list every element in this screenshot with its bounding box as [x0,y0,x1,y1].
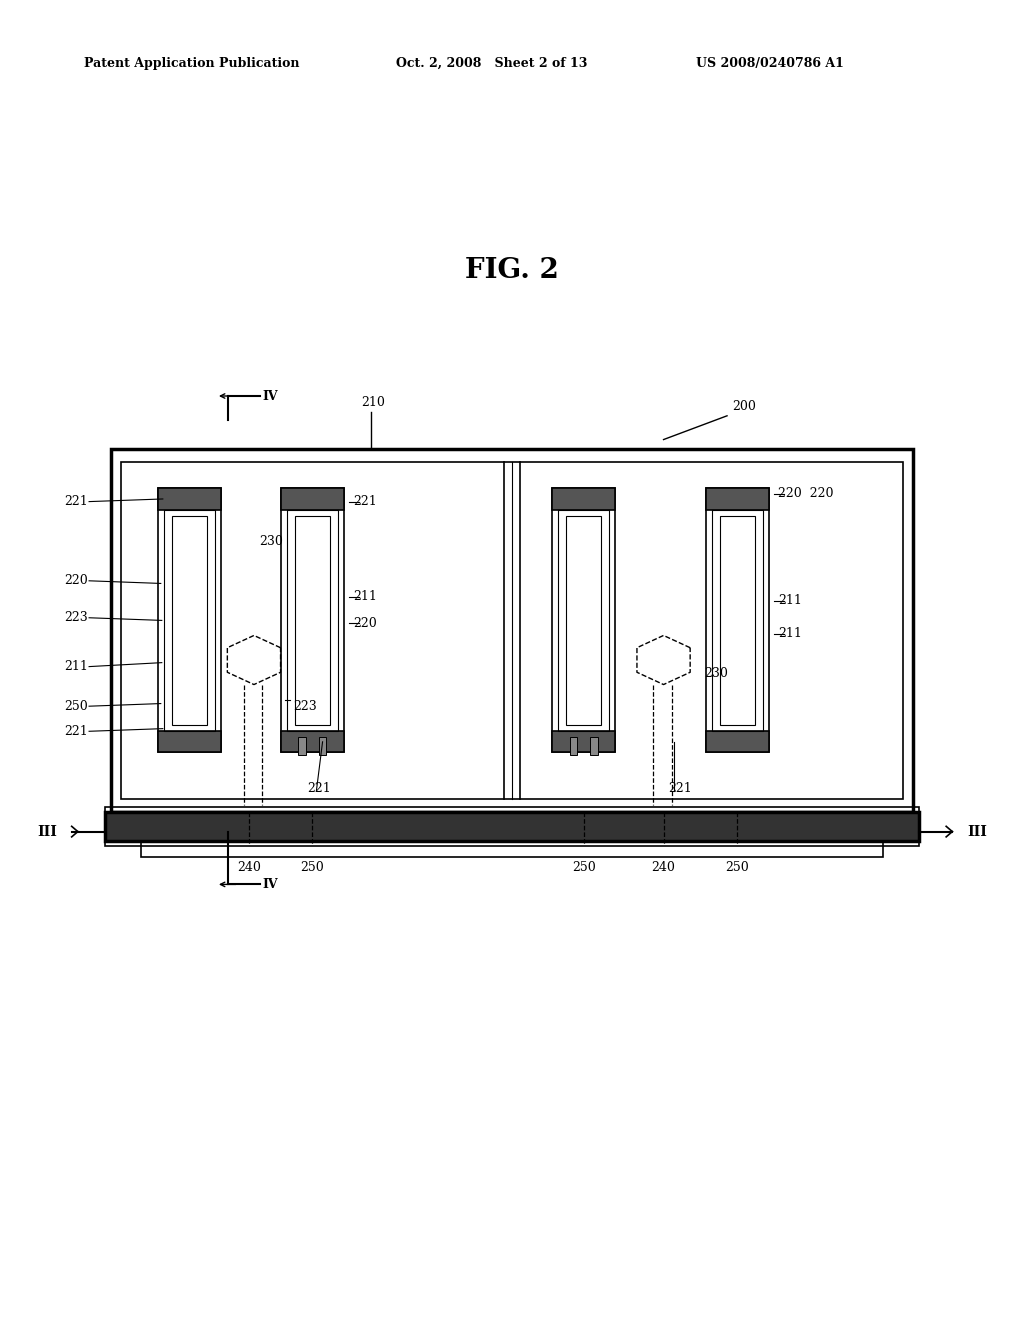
Text: III: III [37,825,57,838]
Bar [590,737,598,755]
Text: 221: 221 [353,495,377,508]
Bar [158,488,221,752]
Text: 250: 250 [725,861,750,874]
Text: 221: 221 [65,495,88,508]
Bar [552,488,615,510]
Bar [706,731,769,752]
Text: 250: 250 [571,861,596,874]
Bar [164,510,215,731]
Text: IV: IV [262,878,278,891]
Bar [720,516,755,725]
Text: 211: 211 [778,594,802,607]
Bar [706,488,769,752]
Text: US 2008/0240786 A1: US 2008/0240786 A1 [696,57,844,70]
Text: 211: 211 [65,660,88,673]
Bar [552,731,615,752]
Text: 240: 240 [237,861,261,874]
Bar [158,731,221,752]
Text: 250: 250 [65,700,88,713]
Text: IV: IV [262,389,278,403]
Text: 223: 223 [293,700,316,713]
Bar [552,488,615,752]
Text: Oct. 2, 2008   Sheet 2 of 13: Oct. 2, 2008 Sheet 2 of 13 [396,57,588,70]
Text: 240: 240 [651,861,676,874]
Text: 230: 230 [705,667,728,680]
Bar [105,807,919,846]
Bar [712,510,763,731]
Bar [287,510,338,731]
Text: 250: 250 [300,861,325,874]
Bar [295,516,330,725]
Text: 220: 220 [353,616,377,630]
Bar [319,737,326,755]
Bar [172,516,207,725]
Text: 221: 221 [307,781,331,795]
Text: 220  220: 220 220 [778,487,834,500]
Text: III: III [967,825,987,838]
Bar [558,510,609,731]
Bar [299,737,305,755]
Bar [281,488,344,752]
Text: 211: 211 [778,627,802,640]
Text: 221: 221 [65,725,88,738]
Text: 230: 230 [259,535,283,548]
Text: 200: 200 [732,400,756,413]
Bar [121,462,903,799]
Bar [158,488,221,510]
Bar [281,488,344,510]
Text: 221: 221 [669,781,692,795]
Bar [141,841,883,857]
Bar [111,449,913,812]
Text: 220: 220 [65,574,88,587]
Text: 211: 211 [353,590,377,603]
Bar [569,737,578,755]
Bar [281,731,344,752]
Bar [105,812,919,841]
Text: Patent Application Publication: Patent Application Publication [84,57,299,70]
Text: 210: 210 [361,396,385,409]
Text: 223: 223 [65,611,88,624]
Bar [706,488,769,510]
Text: FIG. 2: FIG. 2 [465,257,559,284]
Bar [566,516,601,725]
